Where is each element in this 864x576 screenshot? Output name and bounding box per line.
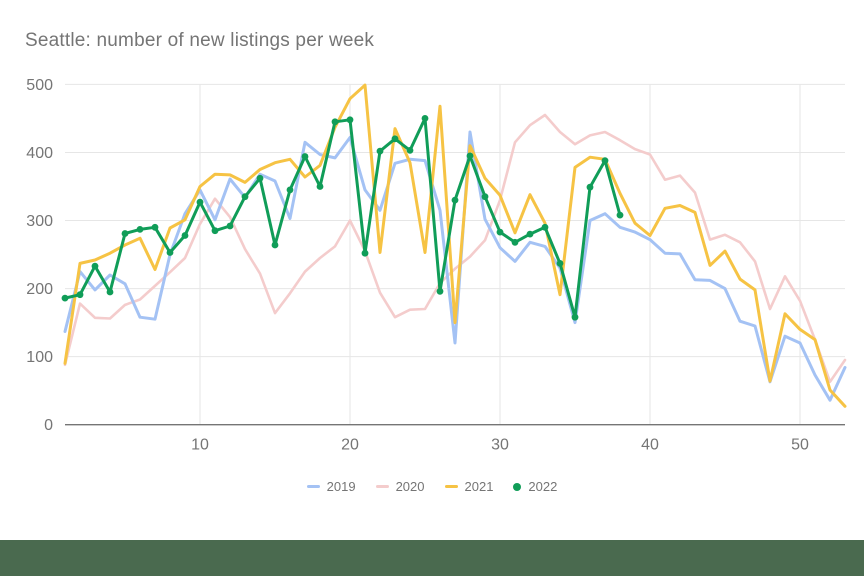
footer-bar xyxy=(0,540,864,576)
y-axis-tick-label: 300 xyxy=(26,213,53,230)
series-point-2022[interactable] xyxy=(136,226,144,233)
series-point-2022[interactable] xyxy=(526,230,534,238)
series-point-2022[interactable] xyxy=(316,183,324,190)
series-point-2022[interactable] xyxy=(586,183,594,191)
chart-title: Seattle: number of new listings per week xyxy=(25,30,375,51)
legend-label-2020: 2020 xyxy=(395,479,425,494)
x-axis-tick-label: 30 xyxy=(491,437,509,454)
legend-item-2022: 2022 xyxy=(513,479,557,494)
series-point-2022[interactable] xyxy=(406,147,414,154)
series-point-2022[interactable] xyxy=(76,291,84,299)
series-point-2022[interactable] xyxy=(496,228,504,236)
series-line-2021[interactable] xyxy=(63,83,847,408)
series-point-2022[interactable] xyxy=(541,223,549,231)
legend-item-2020: 2020 xyxy=(375,479,425,494)
legend-item-2021: 2021 xyxy=(444,479,494,494)
series-point-2022[interactable] xyxy=(286,186,294,194)
series-line-2019[interactable] xyxy=(63,130,847,402)
series-point-2022[interactable] xyxy=(451,196,459,204)
series-point-2022[interactable] xyxy=(301,153,309,160)
series-point-2022[interactable] xyxy=(571,313,579,321)
y-axis-tick-label: 400 xyxy=(26,145,53,162)
legend-label-2019: 2019 xyxy=(326,479,356,494)
series-point-2022[interactable] xyxy=(616,211,624,219)
series-point-2022[interactable] xyxy=(211,227,219,235)
x-axis-tick-label: 40 xyxy=(641,437,659,454)
series-point-2022[interactable] xyxy=(346,116,354,124)
series-point-2022[interactable] xyxy=(436,287,444,295)
series-point-2022[interactable] xyxy=(331,118,339,126)
series-point-2022[interactable] xyxy=(376,147,384,155)
y-axis-tick-label: 200 xyxy=(26,281,53,298)
x-axis-tick-label: 10 xyxy=(191,437,209,454)
y-axis-tick-label: 0 xyxy=(44,417,53,434)
series-point-2022[interactable] xyxy=(226,222,234,230)
series-point-2022[interactable] xyxy=(196,198,204,206)
legend-label-2022: 2022 xyxy=(528,479,558,494)
series-point-2022[interactable] xyxy=(511,238,519,246)
series-point-2022[interactable] xyxy=(256,174,264,182)
legend-swatch-2020 xyxy=(375,485,389,488)
series-point-2022[interactable] xyxy=(391,135,399,143)
series-point-2022[interactable] xyxy=(481,193,489,201)
series-point-2022[interactable] xyxy=(151,223,159,231)
series-point-2022[interactable] xyxy=(166,249,174,256)
legend-swatch-2021 xyxy=(444,485,458,488)
series-point-2022[interactable] xyxy=(421,115,429,122)
chart-legend: 2019 2020 2021 2022 xyxy=(0,479,864,494)
series-point-2022[interactable] xyxy=(241,193,249,201)
series-point-2022[interactable] xyxy=(556,260,564,267)
series-point-2022[interactable] xyxy=(181,232,189,239)
series-point-2022[interactable] xyxy=(361,249,369,257)
legend-item-2019: 2019 xyxy=(306,479,356,494)
series-point-2022[interactable] xyxy=(271,241,279,249)
legend-label-2021: 2021 xyxy=(464,479,494,494)
y-axis-tick-label: 100 xyxy=(26,349,53,366)
series-point-2022[interactable] xyxy=(106,288,114,296)
legend-swatch-2019 xyxy=(306,485,320,488)
series-point-2022[interactable] xyxy=(466,152,474,160)
x-axis-tick-label: 50 xyxy=(791,437,809,454)
series-line-2020[interactable] xyxy=(63,113,847,384)
x-axis-tick-label: 20 xyxy=(341,437,359,454)
series-point-2022[interactable] xyxy=(121,230,129,237)
series-point-2022[interactable] xyxy=(61,294,69,302)
y-axis-tick-label: 500 xyxy=(26,77,53,94)
legend-swatch-2022 xyxy=(513,482,522,491)
series-point-2022[interactable] xyxy=(91,262,99,270)
series-point-2022[interactable] xyxy=(601,157,609,165)
